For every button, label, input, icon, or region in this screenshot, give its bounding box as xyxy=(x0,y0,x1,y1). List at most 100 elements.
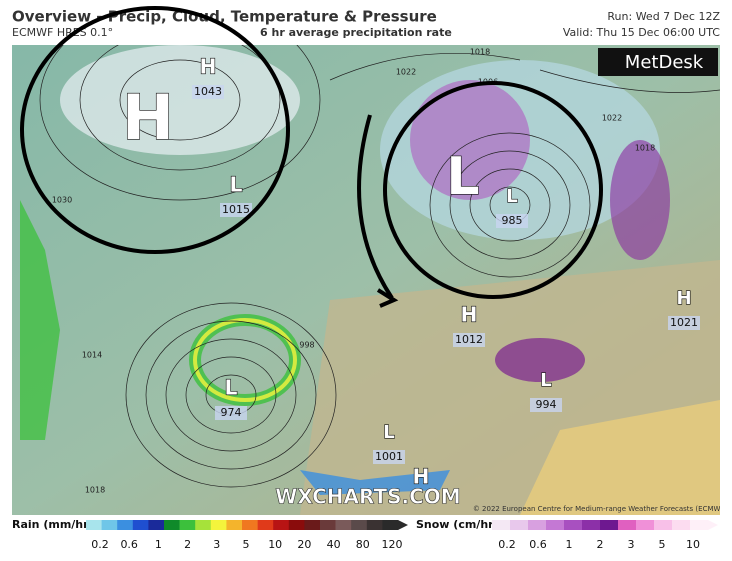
land-south xyxy=(520,400,720,515)
copyright: © 2022 European Centre for Medium-range … xyxy=(473,505,728,513)
legend-tick: 0.6 xyxy=(120,538,138,551)
legend-swatch xyxy=(492,520,511,530)
legend-tick: 5 xyxy=(243,538,250,551)
legend-swatch xyxy=(257,520,274,530)
legend-tick: 3 xyxy=(628,538,635,551)
logo-box xyxy=(598,48,718,76)
legend-swatch xyxy=(242,520,258,530)
pressure-value: 1012 xyxy=(455,333,483,346)
legend-swatch xyxy=(320,520,336,530)
pressure-label-box xyxy=(453,333,485,347)
legend-swatch xyxy=(546,520,565,530)
legend-swatch xyxy=(179,520,196,530)
pressure-label-box xyxy=(530,398,562,412)
pressure-value: 985 xyxy=(502,214,523,227)
pressure-symbol: H xyxy=(461,303,478,327)
pressure-symbol: L xyxy=(446,147,479,207)
legend-tick: 2 xyxy=(184,538,191,551)
legend-tick: 3 xyxy=(213,538,220,551)
legend-tick: 0.6 xyxy=(529,538,547,551)
legend-tick: 0.2 xyxy=(498,538,516,551)
legend-arrow xyxy=(708,520,718,530)
pressure-label-box xyxy=(215,406,247,420)
legend-swatch xyxy=(117,520,134,530)
model: ECMWF HRES 0.1° xyxy=(12,26,113,39)
legend-swatch xyxy=(351,520,368,530)
pressure-value: 1021 xyxy=(670,316,698,329)
pressure-symbol: L xyxy=(383,422,394,443)
rain-band xyxy=(20,200,60,440)
legend-swatch xyxy=(195,520,212,530)
legend-swatch xyxy=(382,520,399,530)
isobar-label: 1022 xyxy=(602,114,622,123)
legend-swatch xyxy=(564,520,583,530)
pressure-symbol: L xyxy=(225,376,238,400)
rain-band xyxy=(193,318,297,402)
pressure-symbol: L xyxy=(506,186,517,207)
isobar-label: 998 xyxy=(299,341,314,350)
watermark: WXCHARTS.COM xyxy=(275,485,460,509)
legend-swatch xyxy=(288,520,305,530)
pressure-label-box xyxy=(192,85,224,99)
legend-swatch xyxy=(86,520,102,530)
pressure-symbol: L xyxy=(230,173,243,197)
pressure-label-box xyxy=(668,316,700,330)
legend-swatch xyxy=(636,520,655,530)
isobar-label: 1030 xyxy=(52,196,72,205)
snow-legend-label: Snow (cm/hr) xyxy=(416,518,499,531)
pressure-value: 974 xyxy=(221,406,242,419)
legend-tick: 1 xyxy=(155,538,162,551)
legend-tick: 0.2 xyxy=(91,538,109,551)
isobar-label: 1018 xyxy=(85,486,105,495)
legend-swatch xyxy=(164,520,180,530)
rain-legend-label: Rain (mm/hr) xyxy=(12,518,94,531)
logo: MetDesk xyxy=(625,52,704,73)
legend-tick: 40 xyxy=(327,538,341,551)
legend-swatch xyxy=(226,520,243,530)
valid: Valid: Thu 15 Dec 06:00 UTC xyxy=(563,26,720,39)
isobar-label: 1014 xyxy=(82,351,102,360)
ice xyxy=(60,45,300,155)
pressure-value: 1015 xyxy=(222,203,250,216)
isobar-label: 1018 xyxy=(635,144,655,153)
rain-band xyxy=(300,470,450,495)
pressure-symbol: H xyxy=(413,465,430,489)
isobar-label: 1022 xyxy=(396,68,416,77)
legend-swatch xyxy=(582,520,601,530)
legend-tick: 2 xyxy=(597,538,604,551)
legend-swatch xyxy=(101,520,118,530)
legend-swatch xyxy=(690,520,709,530)
legend-swatch xyxy=(304,520,321,530)
legend-swatch xyxy=(335,520,352,530)
pressure-label-box xyxy=(373,450,405,464)
legend-swatch xyxy=(600,520,619,530)
legend-swatch xyxy=(672,520,691,530)
pressure-label-box xyxy=(220,203,252,217)
legend-tick: 10 xyxy=(686,538,700,551)
legend-tick: 1 xyxy=(566,538,573,551)
legend-tick: 120 xyxy=(382,538,403,551)
legend-swatch xyxy=(528,520,547,530)
legend-swatch xyxy=(210,520,227,530)
legend-tick: 10 xyxy=(268,538,282,551)
pressure-symbol: H xyxy=(200,55,217,79)
pressure-symbol: L xyxy=(540,370,551,391)
legend-swatch xyxy=(132,520,149,530)
legend-swatch xyxy=(510,520,529,530)
pressure-symbol: H xyxy=(676,288,691,309)
legend-swatch xyxy=(654,520,673,530)
legend-tick: 80 xyxy=(356,538,370,551)
legend-swatch xyxy=(366,520,383,530)
legend-swatch xyxy=(618,520,637,530)
pressure-value: 1001 xyxy=(375,450,403,463)
snow-area xyxy=(610,140,670,260)
pressure-value: 1043 xyxy=(194,85,222,98)
legend-arrow xyxy=(398,520,408,530)
field: 6 hr average precipitation rate xyxy=(260,26,452,39)
isobar-label: 1018 xyxy=(470,48,490,57)
snow-area xyxy=(495,338,585,382)
annotations xyxy=(20,6,603,308)
title: Overview - Precip, Cloud, Temperature & … xyxy=(12,8,437,26)
run: Run: Wed 7 Dec 12Z xyxy=(607,10,720,23)
